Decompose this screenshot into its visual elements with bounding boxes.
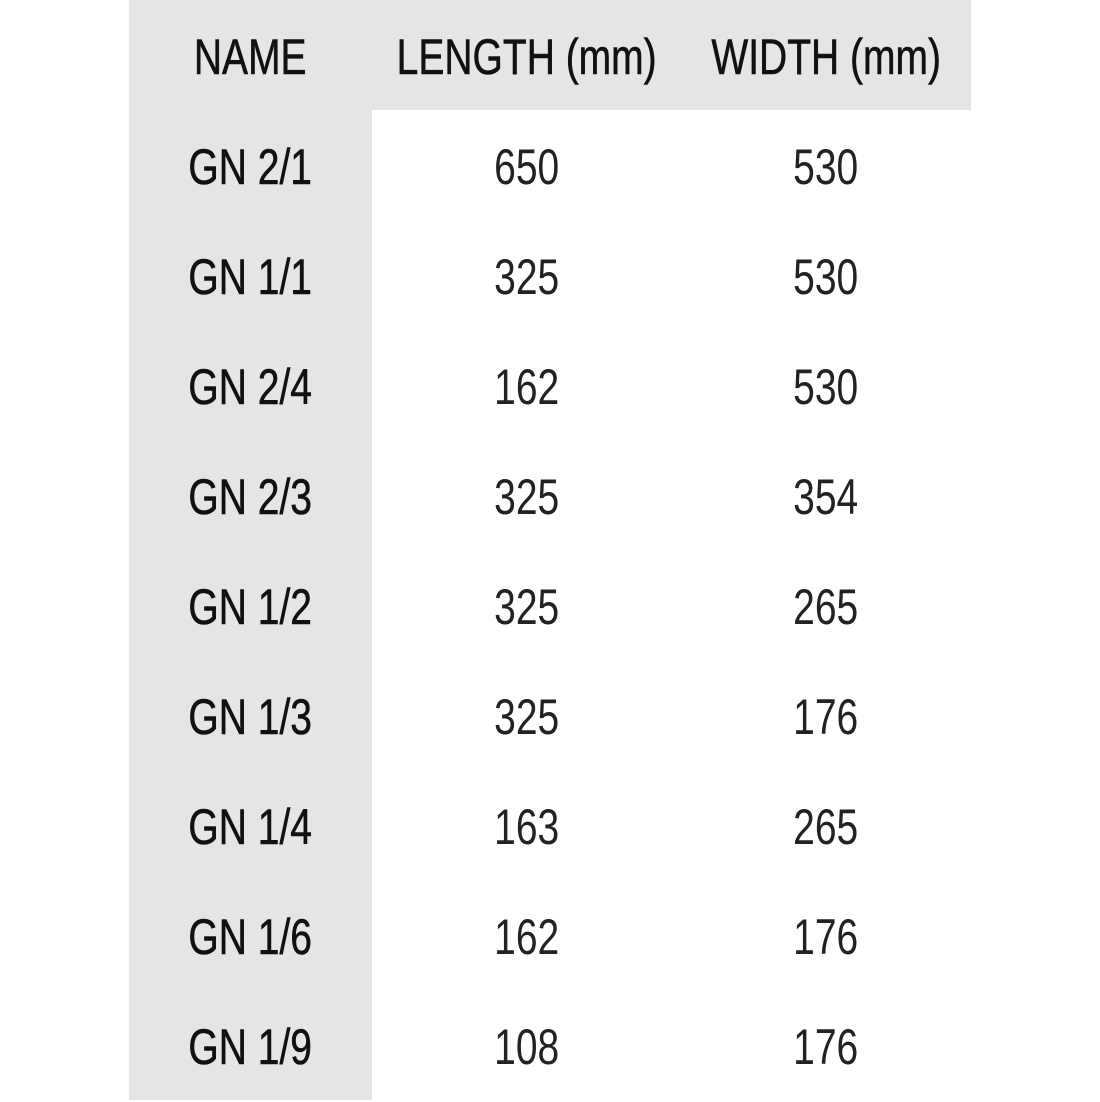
cell-text: 530 bbox=[793, 359, 859, 415]
cell-width: 530 bbox=[676, 222, 976, 332]
cell-text: 176 bbox=[793, 909, 859, 965]
cell-text: GN 1/9 bbox=[188, 1019, 312, 1076]
cell-name: GN 2/1 bbox=[100, 112, 400, 222]
cell-length: 650 bbox=[377, 112, 677, 222]
cell-text: GN 1/3 bbox=[188, 689, 312, 746]
cell-text: 163 bbox=[494, 799, 560, 855]
cell-text: 108 bbox=[494, 1019, 560, 1075]
cell-text: GN 1/2 bbox=[188, 579, 312, 636]
cell-text: GN 1/6 bbox=[188, 909, 312, 966]
cell-text: 162 bbox=[494, 909, 560, 965]
cell-width: 530 bbox=[676, 332, 976, 442]
cell-width: 265 bbox=[676, 552, 976, 662]
cell-text: 530 bbox=[793, 139, 859, 195]
cell-length: 108 bbox=[377, 992, 677, 1102]
cell-width: 354 bbox=[676, 442, 976, 552]
cell-name: GN 1/4 bbox=[100, 772, 400, 882]
cell-length: 325 bbox=[377, 552, 677, 662]
cell-width: 176 bbox=[676, 882, 976, 992]
cell-text: 265 bbox=[793, 799, 859, 855]
cell-name: GN 2/4 bbox=[100, 332, 400, 442]
cell-length: 325 bbox=[377, 222, 677, 332]
header-length: LENGTH (mm) bbox=[377, 2, 677, 112]
cell-text: 325 bbox=[494, 689, 560, 745]
cell-name: GN 1/6 bbox=[100, 882, 400, 992]
cell-name: GN 1/3 bbox=[100, 662, 400, 772]
header-label: LENGTH (mm) bbox=[397, 29, 657, 86]
cell-length: 163 bbox=[377, 772, 677, 882]
cell-text: GN 2/4 bbox=[188, 359, 312, 416]
header-label: NAME bbox=[193, 29, 307, 86]
cell-name: GN 1/1 bbox=[100, 222, 400, 332]
cell-text: 530 bbox=[793, 249, 859, 305]
cell-text: 325 bbox=[494, 249, 560, 305]
header-name: NAME bbox=[100, 2, 400, 112]
cell-text: GN 1/1 bbox=[188, 249, 312, 306]
cell-length: 325 bbox=[377, 662, 677, 772]
header-width: WIDTH (mm) bbox=[676, 2, 976, 112]
cell-text: 176 bbox=[793, 689, 859, 745]
cell-width: 265 bbox=[676, 772, 976, 882]
cell-text: GN 2/3 bbox=[188, 469, 312, 526]
cell-text: 265 bbox=[793, 579, 859, 635]
cell-text: 325 bbox=[494, 469, 560, 525]
cell-width: 176 bbox=[676, 662, 976, 772]
cell-width: 530 bbox=[676, 112, 976, 222]
cell-length: 162 bbox=[377, 332, 677, 442]
cell-text: 354 bbox=[793, 469, 859, 525]
cell-text: 162 bbox=[494, 359, 560, 415]
cell-width: 176 bbox=[676, 992, 976, 1102]
cell-text: GN 2/1 bbox=[188, 139, 312, 196]
cell-text: 176 bbox=[793, 1019, 859, 1075]
header-label: WIDTH (mm) bbox=[711, 29, 941, 86]
cell-text: 325 bbox=[494, 579, 560, 635]
name-column-background bbox=[129, 0, 372, 1100]
cell-length: 162 bbox=[377, 882, 677, 992]
cell-text: 650 bbox=[494, 139, 560, 195]
cell-name: GN 2/3 bbox=[100, 442, 400, 552]
cell-name: GN 1/9 bbox=[100, 992, 400, 1102]
cell-name: GN 1/2 bbox=[100, 552, 400, 662]
cell-length: 325 bbox=[377, 442, 677, 552]
cell-text: GN 1/4 bbox=[188, 799, 312, 856]
